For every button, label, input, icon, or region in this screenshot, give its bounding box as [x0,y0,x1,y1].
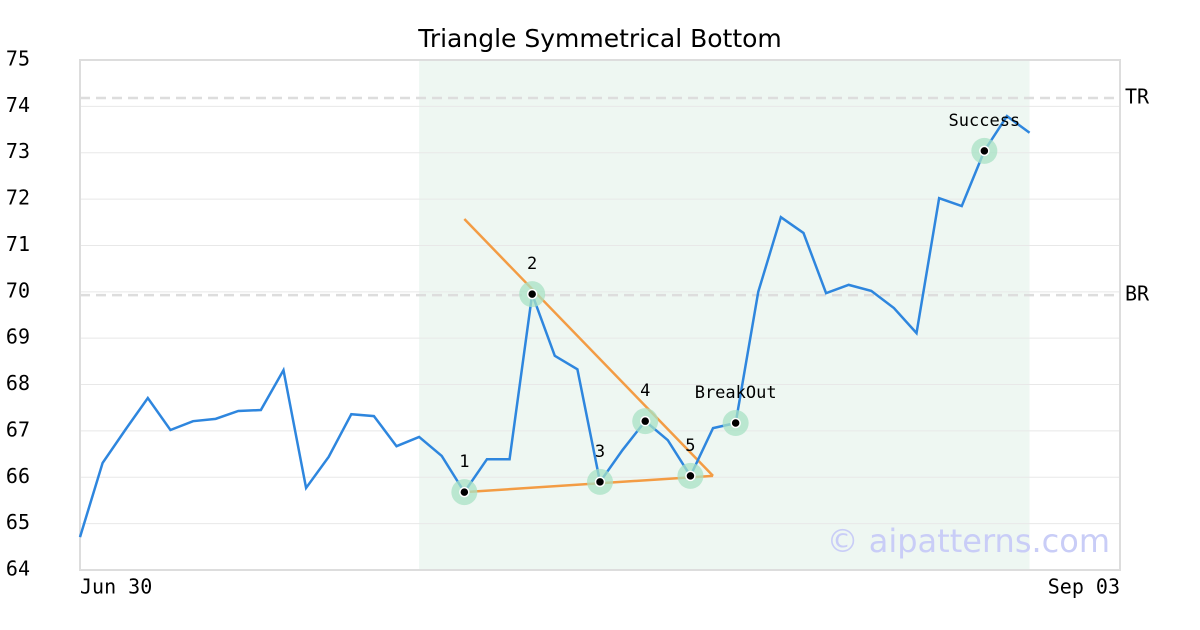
level-label: TR [1125,85,1150,109]
marker-label: 2 [527,254,537,274]
y-tick-label: 64 [6,557,30,581]
marker-dot [594,476,606,488]
marker-label: 3 [595,442,605,462]
watermark: © aipatterns.com [827,522,1110,560]
marker-label: BreakOut [695,383,777,403]
y-tick-label: 69 [6,325,30,349]
y-tick-label: 66 [6,464,30,488]
marker-label: 5 [685,436,695,456]
marker-dot [685,470,696,482]
y-tick-label: 71 [6,232,30,256]
marker-dot [526,288,538,300]
chart-title: Triangle Symmetrical Bottom [417,24,782,53]
marker-dot [979,145,990,157]
y-tick-label: 74 [6,93,30,117]
marker-label: Success [949,111,1021,131]
y-tick-label: 65 [6,510,30,534]
price-line [78,114,1031,538]
y-tick-label: 67 [6,417,30,441]
marker-label: 1 [459,452,469,472]
y-tick-label: 73 [6,139,30,163]
y-tick-label: 70 [6,278,30,302]
y-tick-label: 75 [6,47,30,71]
highlight-region [419,60,1030,570]
level-label: BR [1125,282,1150,306]
marker-dot [459,486,470,498]
x-tick-label: Jun 30 [80,575,152,599]
plot-frame [79,59,1121,571]
y-tick-label: 68 [6,371,30,395]
marker-label: 4 [640,381,650,401]
y-tick-label: 72 [6,186,30,210]
trend-line [463,218,714,477]
x-tick-label: Sep 03 [1048,575,1120,599]
marker-dot [639,415,651,427]
marker-dot [730,417,741,429]
